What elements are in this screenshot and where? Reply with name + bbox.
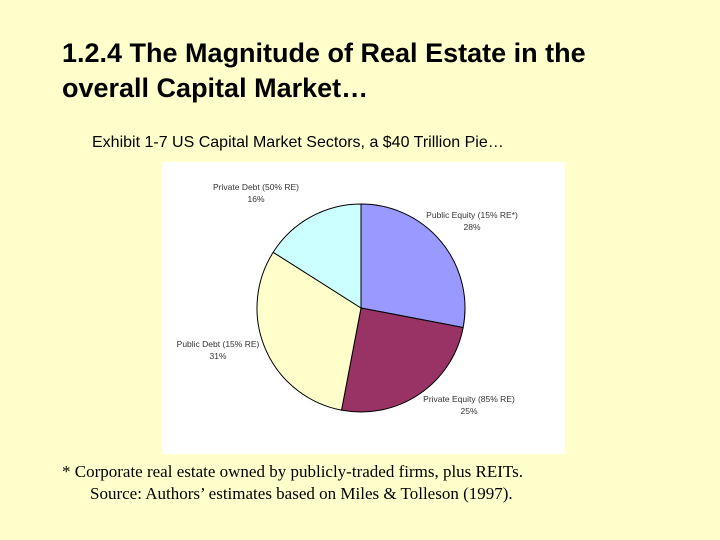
slice-value-public-equity: 28% <box>463 222 480 232</box>
slide-title: 1.2.4 The Magnitude of Real Estate in th… <box>62 36 682 106</box>
slide-title-line-1: 1.2.4 The Magnitude of Real Estate in th… <box>62 38 586 68</box>
footnote-block: * Corporate real estate owned by publicl… <box>62 461 702 505</box>
slice-label-public-debt: Public Debt (15% RE) <box>177 339 260 349</box>
slice-label-private-debt: Private Debt (50% RE) <box>213 182 299 192</box>
source-text: Source: Authors’ estimates based on Mile… <box>90 484 513 503</box>
footnote-text: * Corporate real estate owned by publicl… <box>62 462 523 481</box>
slice-value-private-equity: 25% <box>460 406 477 416</box>
slice-value-private-debt: 16% <box>247 194 264 204</box>
slice-value-public-debt: 31% <box>209 351 226 361</box>
pie-slice-private-debt <box>272 203 362 309</box>
pie-chart: Public Equity (15% RE*) 28% Private Equity… <box>177 182 518 416</box>
pie-slice-private-equity <box>340 307 464 413</box>
exhibit-caption: Exhibit 1-7 US Capital Market Sectors, a… <box>92 134 504 151</box>
pie-chart-panel: Public Equity (15% RE*) 28% Private Equity… <box>162 162 565 454</box>
slide-title-line-2: overall Capital Market… <box>62 73 369 103</box>
pie-slice-public-equity <box>360 203 466 329</box>
slice-label-private-equity: Private Equity (85% RE) <box>423 394 515 404</box>
slice-label-public-equity: Public Equity (15% RE*) <box>426 210 518 220</box>
